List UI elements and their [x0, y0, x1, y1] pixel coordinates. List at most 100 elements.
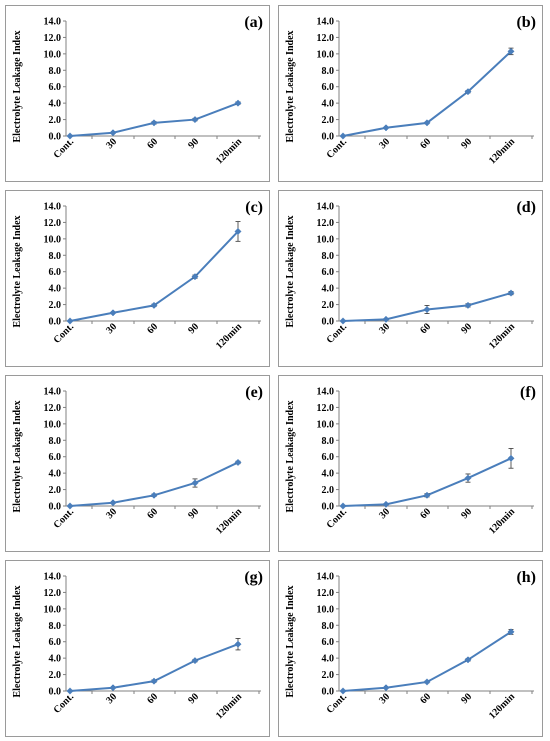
- y-tick-label: 8.0: [49, 621, 62, 632]
- x-tick-label: 90: [186, 506, 201, 521]
- data-point: [423, 305, 431, 314]
- y-tick-label: 6.0: [322, 267, 335, 278]
- data-point: [150, 119, 158, 127]
- y-tick-label: 10.0: [44, 49, 62, 60]
- panel-label: (f): [520, 384, 536, 401]
- data-point: [464, 88, 472, 96]
- y-tick-label: 2.0: [49, 670, 62, 681]
- x-tick-label: 90: [186, 691, 201, 706]
- data-point: [464, 656, 472, 664]
- x-tick-label: 30: [104, 506, 119, 521]
- y-tick-label: 2.0: [49, 300, 62, 311]
- y-tick-label: 12.0: [44, 588, 62, 599]
- data-point: [382, 315, 390, 323]
- data-point: [423, 678, 431, 686]
- data-point: [423, 491, 431, 499]
- y-tick-label: 0.0: [49, 687, 62, 698]
- y-tick-label: 2.0: [322, 670, 335, 681]
- data-point: [507, 454, 515, 462]
- y-tick-label: 10.0: [44, 419, 62, 430]
- x-tick-label: 90: [186, 321, 201, 336]
- data-point: [464, 474, 472, 482]
- data-point: [507, 628, 515, 636]
- data-point: [339, 687, 347, 695]
- y-tick-label: 12.0: [317, 33, 335, 44]
- y-tick-label: 4.0: [49, 284, 62, 295]
- x-tick-label: 120min: [214, 321, 244, 351]
- y-tick-label: 6.0: [49, 637, 62, 648]
- y-tick-label: 10.0: [317, 604, 335, 615]
- x-tick-label: 90: [459, 691, 474, 706]
- x-tick-label: 30: [104, 691, 119, 706]
- y-tick-label: 6.0: [49, 82, 62, 93]
- data-point: [234, 99, 242, 107]
- y-tick-label: 10.0: [317, 419, 335, 430]
- y-tick-label: 14.0: [317, 202, 335, 213]
- y-tick-label: 8.0: [49, 436, 62, 447]
- data-point: [109, 684, 117, 692]
- data-point: [150, 491, 158, 499]
- chart-panel: 0.0 2.0 4.0 6.0 8.0 10.0 12.0 14.0 Cont. 30 60 90 12…: [278, 560, 543, 737]
- x-tick-label: 60: [145, 321, 160, 336]
- y-tick-label: 0.0: [322, 317, 335, 328]
- y-tick-label: 14.0: [44, 572, 62, 583]
- x-tick-label: 60: [145, 691, 160, 706]
- x-tick-label: 90: [459, 506, 474, 521]
- chart-panel: 0.0 2.0 4.0 6.0 8.0 10.0 12.0 14.0 Cont. 30 60 90 12…: [5, 560, 270, 737]
- y-tick-label: 0.0: [322, 687, 335, 698]
- panel-label: (e): [245, 384, 263, 401]
- y-axis-title: Electrolyte Leakage Index: [12, 585, 23, 697]
- data-point: [339, 502, 347, 510]
- y-tick-label: 12.0: [317, 403, 335, 414]
- y-axis-title: Electrolyte Leakage Index: [12, 400, 23, 512]
- x-tick-label: 60: [145, 136, 160, 151]
- y-tick-label: 6.0: [49, 452, 62, 463]
- y-tick-label: 14.0: [44, 202, 62, 213]
- y-tick-label: 0.0: [49, 317, 62, 328]
- x-tick-label: 120min: [214, 691, 244, 721]
- x-tick-label: 30: [377, 691, 392, 706]
- data-point: [191, 116, 199, 124]
- data-point: [191, 273, 199, 281]
- data-point: [507, 47, 515, 55]
- x-tick-label: 90: [459, 321, 474, 336]
- x-tick-label: 120min: [487, 136, 517, 166]
- data-point: [66, 687, 74, 695]
- y-tick-label: 2.0: [322, 115, 335, 126]
- data-point: [150, 677, 158, 685]
- y-tick-label: 14.0: [317, 17, 335, 28]
- data-point: [464, 301, 472, 309]
- chart-panel: 0.0 2.0 4.0 6.0 8.0 10.0 12.0 14.0 Cont. 30 60 90 12…: [278, 190, 543, 367]
- data-point: [423, 119, 431, 127]
- y-tick-label: 8.0: [49, 66, 62, 77]
- panel-label: (c): [245, 199, 263, 216]
- y-tick-label: 0.0: [49, 502, 62, 513]
- panel-label: (g): [244, 569, 263, 586]
- y-tick-label: 10.0: [44, 234, 62, 245]
- data-point: [339, 132, 347, 140]
- chart-panel: 0.0 2.0 4.0 6.0 8.0 10.0 12.0 14.0 Cont. 30 60 90 12…: [278, 5, 543, 182]
- data-point: [234, 458, 242, 467]
- y-tick-label: 6.0: [49, 267, 62, 278]
- y-tick-label: 0.0: [322, 132, 335, 143]
- x-tick-label: 60: [418, 136, 433, 151]
- y-tick-label: 14.0: [44, 17, 62, 28]
- panel-label: (d): [516, 199, 536, 216]
- y-tick-label: 4.0: [322, 284, 335, 295]
- y-tick-label: 6.0: [322, 637, 335, 648]
- x-tick-label: 120min: [214, 506, 244, 536]
- y-tick-label: 8.0: [322, 436, 335, 447]
- x-tick-label: 120min: [214, 136, 244, 166]
- y-axis-title: Electrolyte Leakage Index: [285, 30, 296, 142]
- data-point: [382, 684, 390, 692]
- data-point: [191, 479, 199, 487]
- y-tick-label: 10.0: [317, 49, 335, 60]
- y-tick-label: 8.0: [322, 66, 335, 77]
- chart-panel: 0.0 2.0 4.0 6.0 8.0 10.0 12.0 14.0 Cont. 30 60 90 12…: [278, 375, 543, 552]
- y-tick-label: 4.0: [322, 99, 335, 110]
